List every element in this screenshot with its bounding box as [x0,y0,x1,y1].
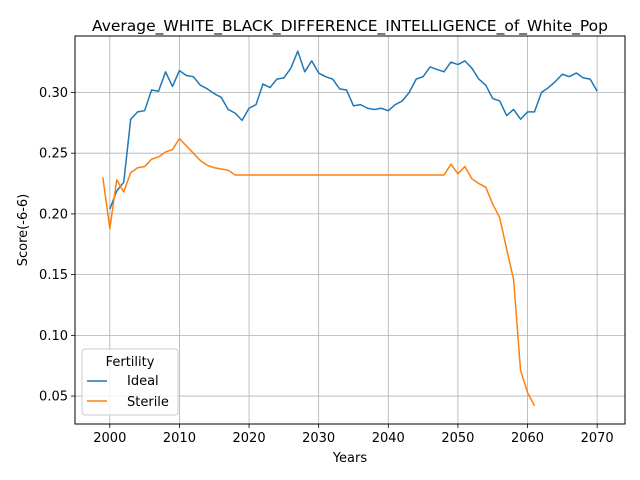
y-tick-label: 0.05 [39,390,68,405]
y-tick-label: 0.25 [39,147,68,162]
x-tick-label: 2050 [441,431,474,446]
legend-box [81,348,179,416]
x-axis-label: Years [332,451,368,466]
x-tick-label: 2000 [93,431,126,446]
x-tick-label: 2020 [233,431,266,446]
x-tick-label: 2040 [372,431,405,446]
x-tick-label: 2030 [302,431,335,446]
y-axis: 0.05 0.10 0.15 0.20 0.25 0.30 [39,86,75,405]
legend-label-ideal: Ideal [127,374,159,389]
x-axis: 2000 2010 2020 2030 2040 2050 2060 2070 [93,424,614,446]
legend: Fertility Ideal Sterile [81,348,179,416]
plot-area-frame [74,35,626,425]
y-tick-label: 0.30 [39,86,68,101]
y-tick-label: 0.10 [39,329,68,344]
y-tick-label: 0.20 [39,207,68,222]
series-lines [102,50,598,407]
legend-title: Fertility [106,355,155,370]
y-axis-label: Score(-6-6) [16,194,31,266]
series-line-sterile [102,137,536,407]
series-line-ideal [109,50,598,210]
x-tick-label: 2060 [511,431,544,446]
chart-title: Average_WHITE_BLACK_DIFFERENCE_INTELLIGE… [92,17,608,36]
x-tick-label: 2010 [163,431,196,446]
y-tick-label: 0.15 [39,268,68,283]
x-tick-label: 2070 [581,431,614,446]
legend-label-sterile: Sterile [127,395,169,410]
